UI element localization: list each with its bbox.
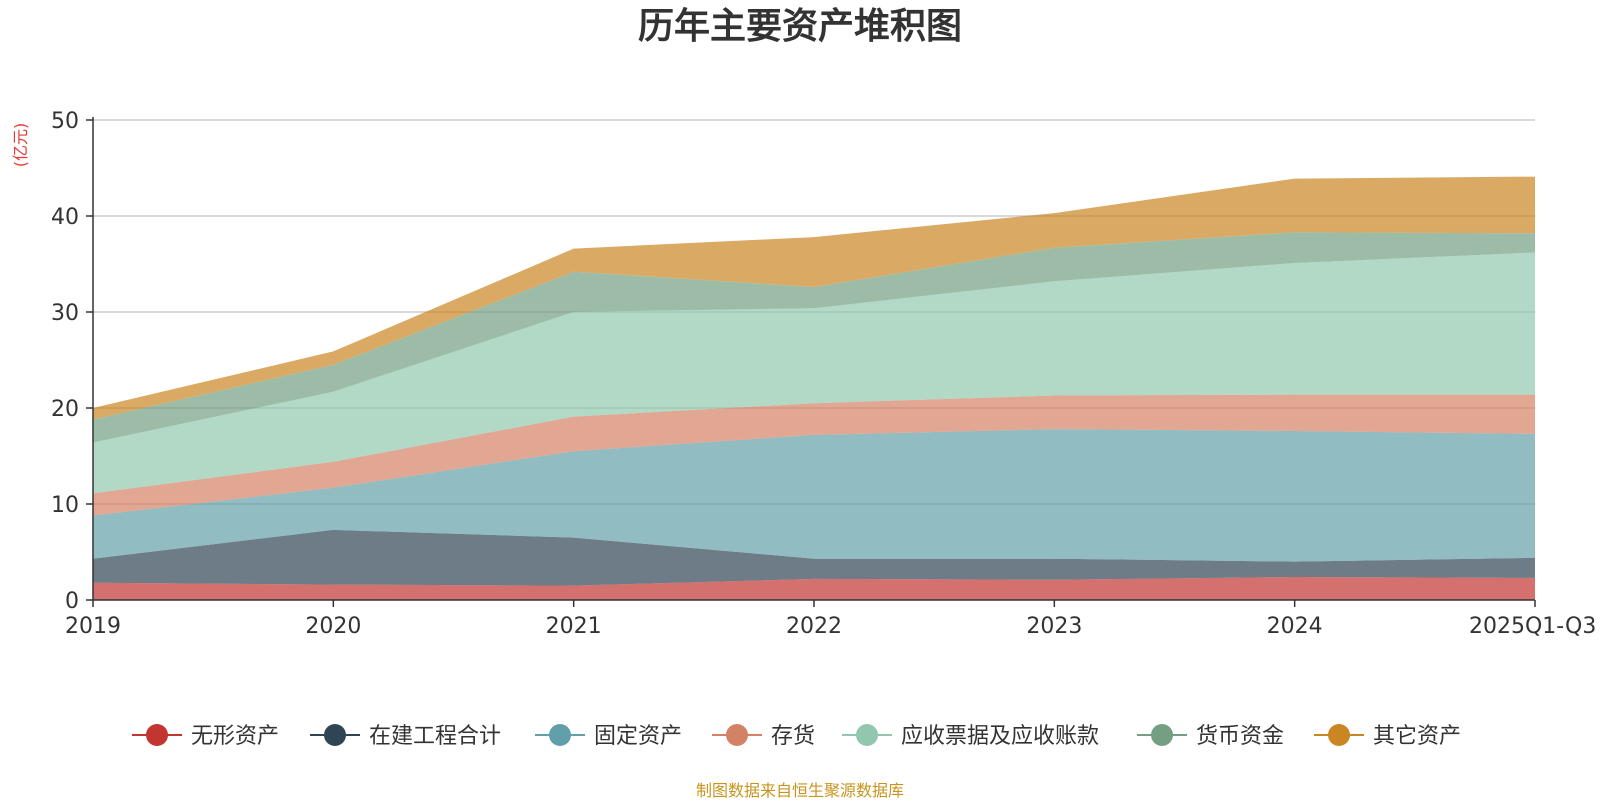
- x-tick-label: 2024: [1267, 614, 1323, 639]
- y-tick-label: 10: [51, 493, 79, 518]
- legend-label: 其它资产: [1373, 724, 1461, 749]
- legend-item[interactable]: 固定资产: [535, 724, 682, 749]
- legend-marker-icon: [1151, 724, 1173, 746]
- legend-marker-icon: [549, 724, 571, 746]
- legend-item[interactable]: 无形资产: [132, 724, 279, 749]
- x-tick-label: 2022: [786, 614, 842, 639]
- area-series-6: [93, 232, 1535, 443]
- legend-item[interactable]: 其它资产: [1314, 724, 1461, 749]
- legend-item[interactable]: 应收票据及应收账款: [842, 724, 1099, 749]
- legend-marker-icon: [856, 724, 878, 746]
- legend-marker-icon: [146, 724, 168, 746]
- y-tick-label: 0: [65, 589, 79, 614]
- chart-title: 历年主要资产堆积图: [638, 6, 962, 47]
- legend-label: 固定资产: [594, 724, 682, 749]
- legend-item[interactable]: 在建工程合计: [310, 724, 501, 749]
- x-tick-label: 2020: [305, 614, 361, 639]
- y-tick-label: 50: [51, 109, 79, 134]
- legend: 无形资产 在建工程合计 固定资产 存货 应收票据及应收账款 货币资金 其它资产: [132, 724, 1461, 749]
- x-tick-label: 2025Q1-Q3: [1469, 614, 1596, 639]
- legend-label: 货币资金: [1196, 724, 1284, 749]
- y-axis-unit: (亿元): [11, 123, 30, 168]
- area-series-1: [93, 577, 1535, 600]
- axes: 0 10 20 30 40 50 2019 2020 2021 2022 2023 2024 2025Q…: [51, 109, 1596, 639]
- area-series-group: [93, 176, 1535, 600]
- area-series-7: [93, 176, 1535, 420]
- legend-item[interactable]: 货币资金: [1137, 724, 1284, 749]
- area-series-4: [93, 394, 1535, 516]
- legend-label: 存货: [771, 724, 815, 749]
- legend-marker-icon: [726, 724, 748, 746]
- area-series-5: [93, 252, 1535, 494]
- legend-item[interactable]: 存货: [712, 724, 815, 749]
- x-tick-label: 2021: [546, 614, 602, 639]
- y-tick-label: 40: [51, 205, 79, 230]
- x-tick-label: 2023: [1026, 614, 1082, 639]
- legend-label: 在建工程合计: [369, 724, 501, 749]
- legend-label: 应收票据及应收账款: [901, 724, 1099, 749]
- area-series-2: [93, 529, 1535, 586]
- area-series-3: [93, 429, 1535, 562]
- legend-marker-icon: [324, 724, 346, 746]
- legend-marker-icon: [1328, 724, 1350, 746]
- source-note: 制图数据来自恒生聚源数据库: [696, 781, 904, 800]
- y-tick-label: 20: [51, 397, 79, 422]
- y-tick-label: 30: [51, 301, 79, 326]
- legend-label: 无形资产: [191, 724, 279, 749]
- x-tick-label: 2019: [65, 614, 121, 639]
